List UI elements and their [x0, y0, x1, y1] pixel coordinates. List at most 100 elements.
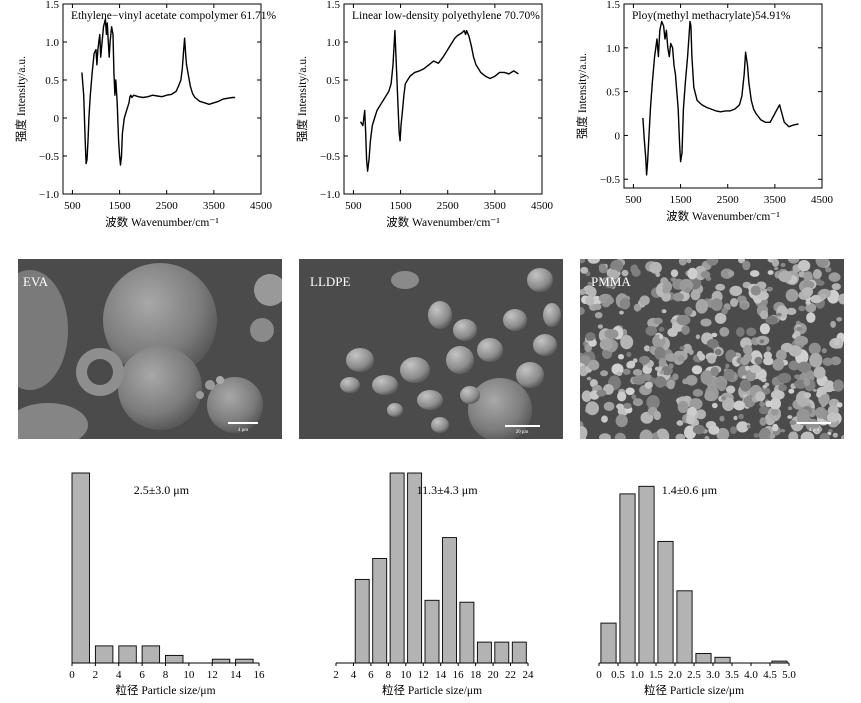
sem-particle [759, 339, 765, 344]
sem-particle [711, 402, 718, 409]
sem-particle [803, 392, 812, 399]
sem-particle [819, 432, 830, 439]
sem-particle [750, 285, 761, 296]
histogram-bar [71, 472, 90, 664]
x-tick-label: 500 [64, 200, 81, 212]
x-tick-label: 2 [333, 669, 339, 681]
sem-particle [711, 332, 718, 338]
x-axis-label: 粒径 Particle size/μm [644, 683, 744, 697]
sem-particle [716, 427, 730, 439]
sem-particle [721, 396, 727, 401]
sem-particle [789, 420, 797, 425]
sem-particle [834, 273, 839, 278]
histogram-panel-eva: 0 2 4 6 8 10 12 14 16 2.5±3.0 μm 粒径 Particle size/… [69, 472, 265, 697]
sem-particle [792, 333, 797, 339]
sem-particle [594, 312, 603, 319]
sem-scale-lldpe: 20 μm [516, 430, 529, 435]
x-tick-label: 22 [505, 669, 516, 681]
x-tick-label: 500 [345, 200, 362, 212]
sem-particle [788, 388, 795, 394]
sem-particle [662, 287, 670, 294]
sem-particle [758, 427, 772, 439]
x-tick-label: 2 [93, 669, 99, 681]
sem-particle [700, 318, 712, 327]
sem-particle [800, 417, 806, 423]
sem-particle [608, 269, 619, 280]
spectrum-line [359, 29, 519, 172]
sem-particle [621, 269, 629, 277]
spectrum-panel-lldpe: 500 1500 2500 3500 4500 −1.0 −0.5 0 0.5 1.0 1.5 Lin… [295, 0, 554, 229]
sem-particle [633, 303, 641, 312]
x-axis-label: 波数 Wavenumber/cm⁻¹ [105, 215, 219, 229]
sem-particle [681, 325, 690, 335]
sem-particle [831, 283, 841, 291]
x-tick-label: 3.5 [725, 669, 739, 681]
sem-particle [588, 339, 597, 347]
sem-particle [769, 433, 776, 439]
sem-particle [736, 327, 745, 337]
sem-particle [832, 432, 838, 438]
sem-particle [616, 371, 623, 376]
spectrum-line [81, 18, 236, 166]
sem-particle [805, 302, 817, 313]
sem-particle [659, 370, 665, 375]
sem-particle [639, 295, 650, 306]
sem-particle [704, 435, 710, 439]
sem-particle [670, 269, 679, 278]
x-tick-label: 1500 [670, 194, 693, 206]
sem-particle [599, 338, 613, 351]
y-tick-label: −1.0 [39, 189, 59, 201]
sem-particle [788, 431, 799, 439]
sem-particle [815, 259, 829, 268]
sem-particle [780, 262, 786, 268]
histogram-bar [714, 656, 731, 664]
sem-particle [739, 379, 752, 392]
x-tick-label: 0 [69, 669, 75, 681]
sem-particle [809, 352, 823, 368]
sem-particle [653, 317, 663, 325]
sem-particle [675, 433, 686, 439]
sem-particle [676, 420, 684, 426]
sem-particle [700, 270, 711, 279]
sem-particle [654, 366, 660, 371]
sem-particle [796, 408, 810, 423]
x-tick-label: 3500 [484, 200, 507, 212]
sem-particle [643, 345, 651, 352]
histogram-bar [165, 654, 184, 664]
sem-particle [788, 360, 801, 371]
x-tick-label: 0.5 [611, 669, 625, 681]
sem-particle [639, 355, 650, 365]
sem-particle [715, 283, 726, 291]
sem-particle [707, 355, 716, 364]
x-tick-label: 4 [351, 669, 357, 681]
sem-particle [742, 260, 751, 271]
y-tick-label: 0.5 [326, 75, 340, 87]
plot-frame [62, 3, 262, 195]
histogram-bar [372, 558, 388, 664]
sem-particle [763, 357, 774, 366]
histogram-bar [424, 599, 440, 664]
sem-particle [725, 363, 730, 369]
y-tick-label: 0.5 [45, 75, 59, 87]
sem-particle [825, 266, 832, 273]
sem-particle [695, 299, 708, 314]
sem-particle [770, 397, 781, 410]
spectrum-line [642, 20, 799, 176]
sem-particle [687, 406, 697, 417]
mean-size-annotation: 1.4±0.6 μm [662, 483, 718, 497]
sem-particle [658, 357, 667, 367]
sem-particle [816, 391, 822, 398]
sem-particle [585, 295, 595, 306]
mean-size-annotation: 2.5±3.0 μm [134, 483, 190, 497]
sem-particle [787, 259, 800, 264]
x-tick-label: 1.5 [649, 669, 663, 681]
y-tick-label: 0 [335, 113, 341, 125]
sem-particle [823, 380, 835, 393]
sem-particle [733, 400, 746, 411]
sem-particle [704, 390, 716, 402]
histogram-panel-pmma: 0 0.5 1.0 1.5 2.0 2.5 3.0 3.5 4.0 4.5 5.0 1.4±0.6 μ… [596, 483, 796, 697]
sem-particle [585, 332, 596, 341]
sem-particle [778, 270, 792, 283]
histogram-bar [676, 590, 693, 664]
sem-particle [805, 300, 811, 305]
